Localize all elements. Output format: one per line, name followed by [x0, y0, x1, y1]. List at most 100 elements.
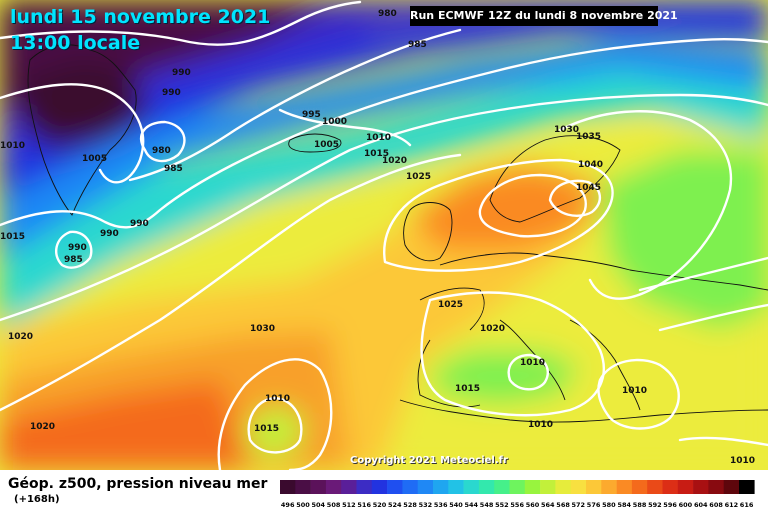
- legend-tick-label: 560: [526, 501, 540, 509]
- legend-swatch: [723, 480, 740, 494]
- legend-swatch: [325, 480, 342, 494]
- pressure-label: 1015: [455, 384, 480, 394]
- pressure-label: 985: [64, 255, 83, 265]
- weather-map: 980 985 990 990 1010 1005 980 985 990 99…: [0, 0, 768, 470]
- legend-swatch: [601, 480, 617, 494]
- legend-swatch: [708, 480, 724, 494]
- legend-tick-label: 608: [709, 501, 723, 509]
- legend-tick-label: 524: [388, 501, 402, 509]
- pressure-label: 1025: [406, 172, 431, 182]
- pressure-label: 985: [408, 40, 427, 50]
- legend-swatch: [693, 480, 709, 494]
- lead-time: (+168h): [14, 494, 60, 505]
- legend-tick-label: 536: [434, 501, 448, 509]
- time-title: 13:00 locale: [10, 32, 141, 54]
- legend-tick-label: 596: [663, 501, 677, 509]
- legend-tick-label: 532: [419, 501, 433, 509]
- pressure-label: 1040: [578, 160, 603, 170]
- legend-tick-label: 556: [510, 501, 524, 509]
- pressure-label: 990: [100, 229, 119, 239]
- pressure-label: 990: [172, 68, 191, 78]
- legend-tick-label: 568: [556, 501, 570, 509]
- north-africa-coast: [399, 399, 768, 423]
- greenland-coast: [27, 44, 137, 216]
- legend-swatch: [555, 480, 571, 494]
- pressure-label: 1045: [576, 183, 601, 193]
- legend-swatch: [417, 480, 434, 494]
- legend-swatch: [616, 480, 633, 494]
- legend-tick-label: 592: [648, 501, 662, 509]
- scandinavia-coast: [489, 135, 621, 223]
- legend-swatch: [478, 480, 495, 494]
- legend-swatch: [280, 480, 296, 494]
- pressure-label: 1015: [0, 232, 25, 242]
- legend-swatch: [295, 480, 311, 494]
- legend-tick-label: 508: [327, 501, 341, 509]
- legend-tick-label: 580: [602, 501, 616, 509]
- british-isles-coast: [403, 202, 453, 262]
- legend-swatch: [540, 480, 556, 494]
- legend-tick-label: 512: [342, 501, 356, 509]
- pressure-label: 1010: [520, 358, 545, 368]
- pressure-label: 1030: [250, 324, 275, 334]
- pressure-label: 980: [152, 146, 171, 156]
- legend-swatch: [662, 480, 679, 494]
- pressure-label: 1015: [364, 149, 389, 159]
- legend-swatch: [371, 480, 388, 494]
- legend-tick-label: 528: [403, 501, 417, 509]
- pressure-label: 985: [164, 164, 183, 174]
- copyright-text: Copyright 2021 Meteociel.fr: [350, 455, 508, 466]
- pressure-label: 990: [68, 243, 87, 253]
- legend-swatch: [433, 480, 449, 494]
- legend-swatch: [387, 480, 403, 494]
- pressure-label: 1010: [265, 394, 290, 404]
- legend-swatch: [448, 480, 464, 494]
- legend-tick-label: 612: [725, 501, 739, 509]
- pressure-label: 1010: [0, 141, 25, 151]
- legend-tick-label: 544: [465, 501, 479, 509]
- legend-tick-label: 548: [480, 501, 494, 509]
- pressure-label: 1025: [438, 300, 463, 310]
- pressure-label: 1015: [254, 424, 279, 434]
- legend-tick-label: 584: [618, 501, 632, 509]
- run-info: Run ECMWF 12Z du lundi 8 novembre 2021: [410, 6, 678, 26]
- legend-swatch: [570, 480, 587, 494]
- legend-tick-label: 564: [541, 501, 555, 509]
- legend-tick-label: 516: [357, 501, 371, 509]
- legend-tick-label: 520: [373, 501, 387, 509]
- legend-swatch: [631, 480, 648, 494]
- pressure-label: 1030: [554, 125, 579, 135]
- pressure-label: 1020: [382, 156, 407, 166]
- pressure-label: 1010: [622, 386, 647, 396]
- legend-tick-label: 572: [572, 501, 586, 509]
- pressure-label: 1010: [528, 420, 553, 430]
- pressure-label: 990: [130, 219, 149, 229]
- legend-swatch: [677, 480, 694, 494]
- pressure-label: 1020: [480, 324, 505, 334]
- legend-swatch: [310, 480, 327, 494]
- legend-tick-label: 576: [587, 501, 601, 509]
- legend-tick-label: 500: [296, 501, 310, 509]
- pressure-label: 1010: [366, 133, 391, 143]
- legend-swatch: [341, 480, 357, 494]
- pressure-label: 1020: [8, 332, 33, 342]
- pressure-label: 1000: [322, 117, 347, 127]
- pressure-label: 1005: [82, 154, 107, 164]
- legend-swatch: [647, 480, 663, 494]
- legend-swatch: [586, 480, 602, 494]
- pressure-label: 980: [378, 9, 397, 19]
- legend-swatch: [356, 480, 373, 494]
- legend-swatch: [402, 480, 418, 494]
- geopotential-field: 980 985 990 990 1010 1005 980 985 990 99…: [0, 0, 768, 470]
- legend-tick-label: 616: [740, 501, 754, 509]
- date-title: lundi 15 novembre 2021: [10, 6, 271, 28]
- legend-swatch: [463, 480, 480, 494]
- pressure-label: 1010: [730, 456, 755, 466]
- pressure-label: 1020: [30, 422, 55, 432]
- variable-title: Géop. z500, pression niveau mer: [8, 476, 268, 492]
- legend-swatch: [494, 480, 510, 494]
- legend-tick-label: 504: [312, 501, 326, 509]
- pressure-label: 990: [162, 88, 181, 98]
- isobars: [0, 0, 768, 470]
- legend-swatch: [739, 480, 755, 494]
